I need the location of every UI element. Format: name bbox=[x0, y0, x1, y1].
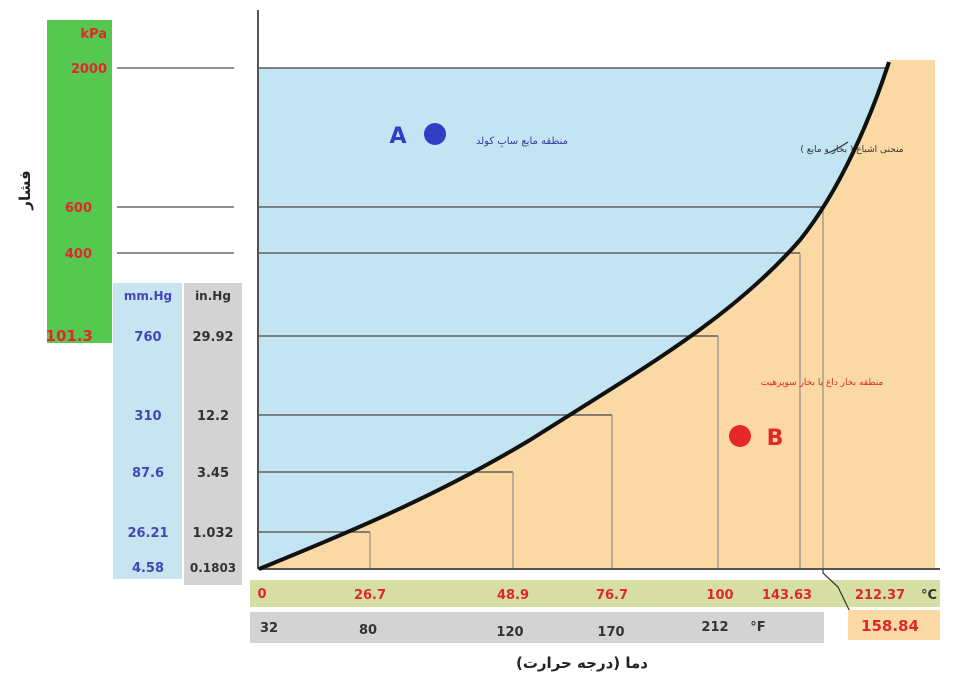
mmhg-tick-760: 760 bbox=[134, 330, 161, 345]
kpa-tick-600: 600 bbox=[65, 201, 92, 216]
kpa-tick-2000: 2000 bbox=[71, 62, 107, 77]
kpa-unit: kPa bbox=[80, 27, 107, 42]
celsius-tick-0: 0 bbox=[257, 587, 266, 602]
celsius-tick-76: 76.7 bbox=[596, 588, 628, 603]
mmhg-unit: mm.Hg bbox=[124, 289, 172, 303]
mmhg-tick-87: 87.6 bbox=[132, 466, 164, 481]
mmhg-tick-310: 310 bbox=[134, 409, 161, 424]
celsius-tick-143: 143.63 bbox=[762, 588, 812, 603]
extra-temp-value: 158.84 bbox=[861, 617, 919, 635]
inhg-tick-0: 0.1803 bbox=[190, 561, 236, 575]
marker-a-dot bbox=[424, 123, 446, 145]
celsius-unit: °C bbox=[921, 588, 937, 603]
celsius-tick-100: 100 bbox=[706, 588, 733, 603]
marker-a-letter: A bbox=[389, 124, 406, 149]
inhg-tick-12: 12.2 bbox=[197, 409, 229, 424]
extra-temp-leader bbox=[822, 569, 855, 621]
fahrenheit-tick-80: 80 bbox=[359, 623, 377, 638]
fahrenheit-scale-bar bbox=[250, 612, 824, 643]
inhg-tick-1: 1.032 bbox=[192, 526, 233, 541]
x-axis-title: دما (درجه حرارت) bbox=[516, 654, 648, 672]
saturation-curve bbox=[258, 61, 891, 571]
kpa-tick-400: 400 bbox=[65, 247, 92, 262]
fahrenheit-tick-170: 170 bbox=[597, 625, 624, 640]
fahrenheit-unit: °F bbox=[750, 620, 765, 635]
curve-label: منحنی اشباع ( بخار و مایع ) bbox=[800, 145, 903, 155]
mmhg-tick-4: 4.58 bbox=[132, 561, 164, 576]
celsius-tick-26: 26.7 bbox=[354, 588, 386, 603]
vertical-grid-lines bbox=[369, 207, 824, 569]
kpa-tick-101: 101.3 bbox=[46, 327, 93, 345]
marker-b-dot bbox=[729, 425, 751, 447]
extra-temp-box bbox=[848, 610, 940, 640]
y-axis-title: فشار bbox=[16, 170, 34, 210]
fahrenheit-tick-120: 120 bbox=[496, 625, 523, 640]
inhg-scale-bar bbox=[184, 283, 242, 585]
marker-b-letter: B bbox=[767, 426, 784, 451]
vapor-region-label: منطقه بخار داغ یا بخار سوپرهیت bbox=[761, 378, 884, 388]
liquid-region-label: منطقه مایع سابِ کولد bbox=[476, 136, 568, 148]
mmhg-tick-26: 26.21 bbox=[127, 526, 168, 541]
kpa-leader-lines bbox=[117, 67, 234, 254]
vapor-region-strip bbox=[889, 60, 935, 569]
inhg-unit: in.Hg bbox=[195, 289, 231, 303]
fahrenheit-tick-32: 32 bbox=[260, 621, 278, 636]
fahrenheit-tick-212: 212 bbox=[701, 620, 728, 635]
celsius-tick-48: 48.9 bbox=[497, 588, 529, 603]
inhg-tick-3: 3.45 bbox=[197, 466, 229, 481]
inhg-tick-29: 29.92 bbox=[192, 330, 233, 345]
mmhg-scale-bar bbox=[113, 283, 182, 579]
curve-label-leader bbox=[827, 141, 849, 154]
celsius-tick-212: 212.37 bbox=[855, 588, 905, 603]
kpa-scale-bar bbox=[47, 20, 112, 343]
celsius-scale-bar bbox=[250, 580, 940, 607]
